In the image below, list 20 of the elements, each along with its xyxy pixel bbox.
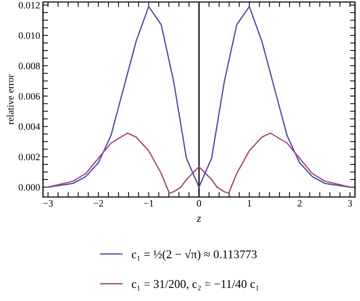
y-tick-label: 0.006 [18,92,40,100]
line-series [47,6,351,188]
y-tick-label: 0.012 [18,2,40,9]
y-tick-label: 0.004 [18,123,40,130]
y-tick-label: 0.008 [18,62,40,70]
x-tick-label: −2 [94,200,103,207]
legend-label: c₁ = 31/200, c₂ = −11/40 c₁ [132,280,259,290]
x-tick-label: 2 [298,200,302,207]
y-tick-label: 0.002 [18,154,40,160]
y-tick-label: 0.000 [18,184,40,191]
legend-label: c₁ = ½(2 − √π) ≈ 0.113773 [132,248,257,261]
x-tick-label: −3 [43,200,53,207]
y-tick-label: 0.010 [18,32,40,39]
y-axis-title: relative error [6,74,14,125]
x-tick-label: 1 [248,200,252,207]
line-series [47,132,351,194]
x-tick-label: 3 [348,200,352,207]
x-tick-label: 0 [196,200,202,207]
x-axis-title: z [196,216,202,222]
x-tick-label: −1 [144,200,154,207]
